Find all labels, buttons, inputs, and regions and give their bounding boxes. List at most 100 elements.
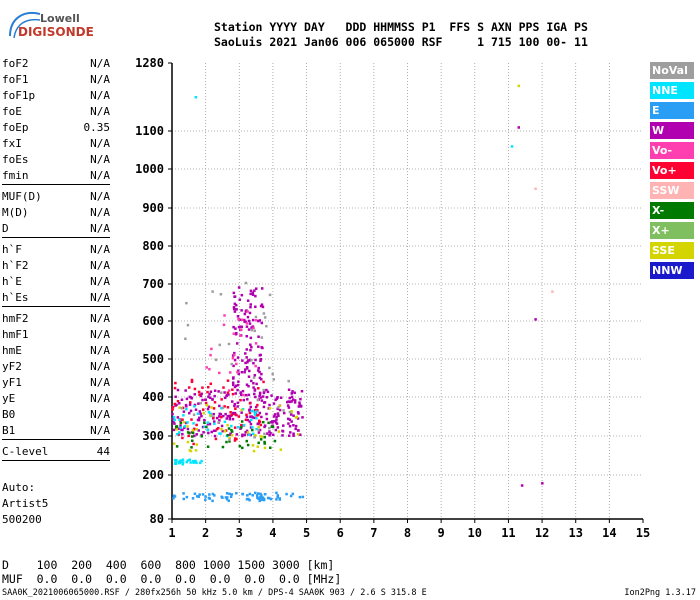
echo-point <box>224 496 228 499</box>
param-row: yE N/A <box>2 391 110 407</box>
echo-point <box>235 331 238 335</box>
echo-point <box>220 424 224 428</box>
echo-point <box>179 421 183 425</box>
x-tick-label: 1 <box>168 526 175 540</box>
param-name: foEs <box>2 153 29 166</box>
echo-point <box>171 408 174 411</box>
echo-point <box>234 384 238 388</box>
echo-point <box>551 290 554 293</box>
param-name: foE <box>2 105 22 118</box>
echo-point <box>239 334 242 337</box>
echo-point <box>173 458 177 462</box>
echo-point <box>185 301 188 305</box>
echo-point <box>173 402 177 406</box>
echo-point <box>208 392 211 396</box>
echo-point <box>194 96 198 99</box>
echo-point <box>218 432 221 435</box>
param-row: B0 N/A <box>2 407 110 423</box>
echo-point <box>248 369 251 373</box>
echo-point <box>232 364 235 368</box>
echo-point <box>270 394 273 397</box>
echo-point <box>254 342 258 345</box>
echo-point <box>198 416 201 420</box>
echo-point <box>251 409 254 413</box>
echo-point <box>258 411 262 415</box>
echo-point <box>181 458 185 461</box>
echo-point <box>195 423 198 427</box>
param-name: foF1 <box>2 73 29 86</box>
echo-point <box>188 458 192 462</box>
echo-point <box>173 386 177 390</box>
echo-point <box>213 389 217 392</box>
echo-point <box>203 421 206 425</box>
echo-point <box>213 494 216 497</box>
echo-point <box>257 422 261 425</box>
echo-point <box>213 394 216 398</box>
echo-point <box>217 426 220 430</box>
echo-point <box>184 389 187 392</box>
echo-point <box>254 287 258 290</box>
echo-point <box>197 429 200 432</box>
echo-point <box>241 434 244 438</box>
param-row: h`F2 N/A <box>2 258 110 274</box>
echo-point <box>254 315 258 319</box>
echo-point <box>228 371 232 374</box>
echo-point <box>182 497 185 501</box>
echo-point <box>251 325 255 328</box>
param-name: M(D) <box>2 206 29 219</box>
echo-point <box>195 433 198 436</box>
echo-point <box>257 335 260 338</box>
echo-point <box>259 496 263 499</box>
echo-point <box>257 428 260 432</box>
echo-point <box>226 433 229 437</box>
echo-point <box>263 446 267 450</box>
echo-point <box>287 400 290 403</box>
echo-point <box>257 441 260 445</box>
echo-point <box>255 494 259 497</box>
autoscaling-info: Auto: Artist5 500200 <box>2 480 48 528</box>
param-value: N/A <box>90 243 110 256</box>
echo-point <box>254 434 257 437</box>
echo-point <box>175 445 179 448</box>
echo-point <box>237 318 240 321</box>
echo-point <box>272 415 276 418</box>
echo-point <box>299 397 302 401</box>
echo-point <box>246 299 250 302</box>
echo-point <box>227 427 231 430</box>
echo-point <box>175 426 178 430</box>
echo-point <box>240 426 243 429</box>
echo-point <box>221 445 225 449</box>
echo-point <box>176 399 180 403</box>
echo-point <box>291 390 294 393</box>
echo-point <box>220 398 223 401</box>
echo-point <box>236 369 240 373</box>
echo-point <box>187 386 191 389</box>
echo-point <box>198 393 201 396</box>
echo-point <box>294 427 297 431</box>
param-row: h`E N/A <box>2 274 110 290</box>
echo-point <box>200 459 203 463</box>
version-label: Ion2Png 1.3.17 <box>624 588 696 598</box>
echo-point <box>182 420 186 424</box>
x-tick-label: 11 <box>501 526 515 540</box>
echo-point <box>510 145 514 148</box>
echo-point <box>230 430 234 433</box>
echo-point <box>251 444 255 447</box>
echo-point <box>181 463 184 466</box>
echo-point <box>175 428 179 431</box>
echo-point <box>193 427 196 431</box>
echo-point <box>237 372 240 376</box>
echo-point <box>240 420 244 423</box>
x-tick-label: 8 <box>404 526 411 540</box>
echo-point <box>212 416 215 419</box>
param-value: N/A <box>90 153 110 166</box>
echo-point <box>258 391 262 395</box>
echo-point <box>207 431 210 435</box>
y-tick-label: 300 <box>142 429 164 443</box>
echo-point <box>288 396 292 400</box>
echo-point <box>219 391 223 394</box>
echo-point <box>246 361 249 364</box>
echo-point <box>240 370 244 374</box>
echo-point <box>234 407 237 410</box>
echo-point <box>251 432 255 436</box>
